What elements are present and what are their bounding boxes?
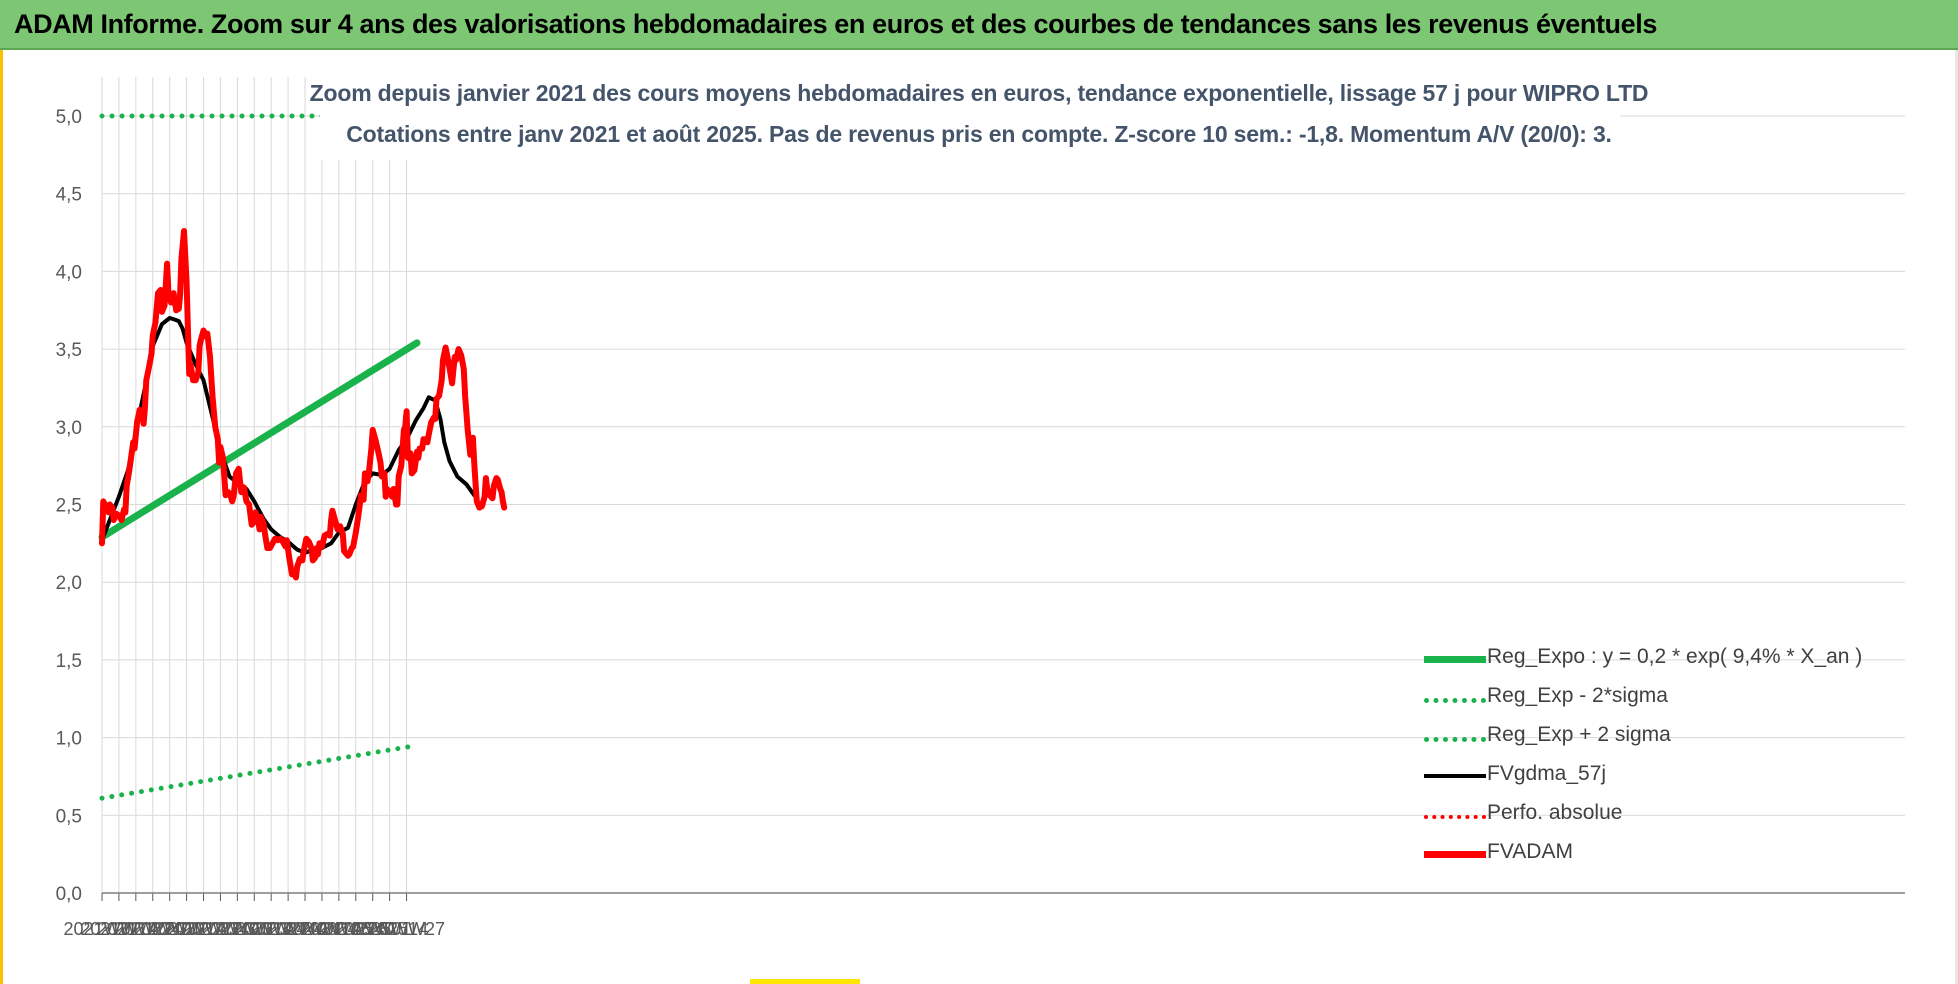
x-tick-label: 2025W01	[334, 919, 411, 939]
bottom-accent	[750, 979, 860, 984]
chart-frame	[0, 50, 1958, 984]
y-tick-label: 2,5	[56, 496, 82, 517]
x-tick-label: 2024W01	[267, 919, 344, 939]
legend-swatch-reg-exp-minus	[1424, 698, 1486, 703]
legend-item-reg-exp-minus: Reg_Exp - 2*sigma	[1420, 681, 1920, 720]
y-tick-label: 1,5	[56, 651, 82, 672]
chart-legend: Reg_Expo : y = 0,2 * exp( 9,4% * X_an ) …	[1420, 642, 1920, 876]
series-reg-expo	[98, 339, 421, 541]
legend-label-reg-expo: Reg_Expo : y = 0,2 * exp( 9,4% * X_an )	[1487, 645, 1863, 668]
legend-item-perfo: Perfo. absolue	[1420, 798, 1920, 837]
subtitle-background	[320, 72, 1620, 160]
x-tick-label: 2021W01	[63, 919, 140, 939]
x-tick-label: 2024W27	[300, 919, 377, 939]
legend-label-perfo: Perfo. absolue	[1487, 801, 1623, 824]
legend-item-fvgdma: FVgdma_57j	[1420, 759, 1920, 798]
y-tick-label: 0,0	[56, 884, 82, 905]
x-tick-label: 2021W40	[114, 919, 191, 939]
x-tick-label: 2024W14	[283, 919, 360, 939]
x-tick-label: 2022W01	[131, 919, 208, 939]
legend-label-fvgdma: FVgdma_57j	[1487, 762, 1607, 785]
legend-item-fvadam: FVADAM	[1420, 837, 1920, 876]
x-tick-label: 2025W14	[351, 919, 428, 939]
legend-swatch-perfo	[1424, 815, 1486, 819]
legend-swatch-reg-expo	[1424, 656, 1486, 663]
x-tick-label: 2023W40	[250, 919, 327, 939]
page-title: ADAM Informe. Zoom sur 4 ans des valoris…	[14, 9, 1657, 39]
legend-label-fvadam: FVADAM	[1487, 840, 1573, 863]
legend-item-reg-expo: Reg_Expo : y = 0,2 * exp( 9,4% * X_an )	[1420, 642, 1920, 681]
y-tick-label: 2,0	[56, 573, 82, 594]
legend-swatch-reg-exp-plus	[1424, 737, 1486, 742]
x-tick-label: 2023W14	[216, 919, 293, 939]
x-tick-label: 2022W40	[182, 919, 259, 939]
y-tick-label: 3,5	[56, 340, 82, 361]
y-tick-label: 4,0	[56, 262, 82, 283]
y-tick-label: 5,0	[56, 107, 82, 128]
x-tick-label: 2023W27	[233, 919, 310, 939]
x-tick-label: 2023W01	[199, 919, 276, 939]
legend-swatch-fvgdma	[1424, 774, 1486, 778]
legend-swatch-fvadam	[1424, 851, 1486, 858]
y-tick-label: 1,0	[56, 729, 82, 750]
x-tick-label: 2022W27	[165, 919, 242, 939]
chart-subtitle-line1: Zoom depuis janvier 2021 des cours moyen…	[309, 80, 1649, 106]
y-tick-label: 4,5	[56, 185, 82, 206]
x-tick-label: 2021W27	[97, 919, 174, 939]
legend-label-reg-exp-plus: Reg_Exp + 2 sigma	[1487, 723, 1671, 746]
x-tick-label: 2024W40	[317, 919, 394, 939]
x-tick-label: 2022W14	[148, 919, 225, 939]
x-tick-label: 2025W27	[368, 919, 445, 939]
x-tick-label: 2021W14	[80, 919, 157, 939]
title-banner: ADAM Informe. Zoom sur 4 ans des valoris…	[0, 0, 1958, 50]
series-reg-exp-minus	[99, 742, 420, 801]
y-tick-label: 0,5	[56, 806, 82, 827]
legend-item-reg-exp-plus: Reg_Exp + 2 sigma	[1420, 720, 1920, 759]
series-fvadam	[99, 228, 508, 581]
chart-subtitle-line2: Cotations entre janv 2021 et août 2025. …	[346, 121, 1612, 147]
y-tick-label: 3,0	[56, 418, 82, 439]
legend-label-reg-exp-minus: Reg_Exp - 2*sigma	[1487, 684, 1668, 707]
